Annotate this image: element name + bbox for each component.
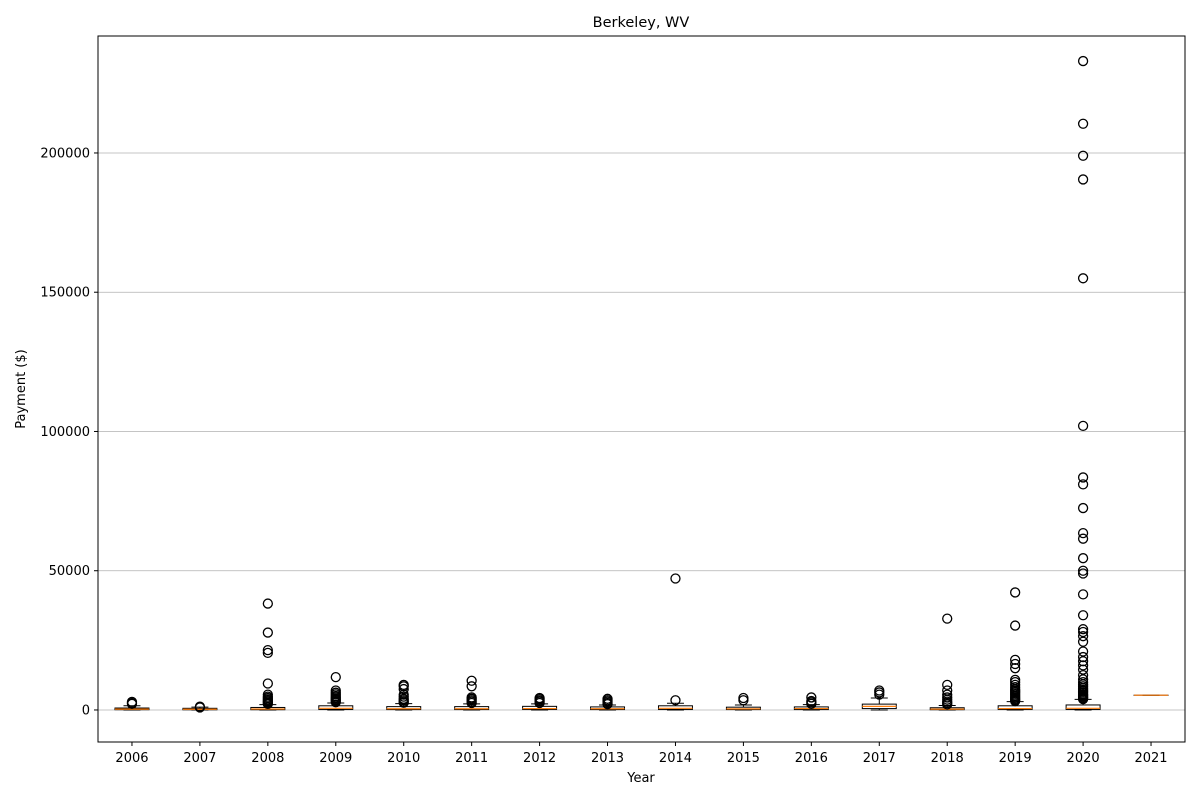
x-tick-label: 2018	[931, 751, 964, 766]
box-group-2008	[251, 599, 285, 710]
x-tick-label: 2006	[115, 751, 148, 766]
x-tick-label: 2012	[523, 751, 556, 766]
x-tick-label: 2021	[1134, 751, 1167, 766]
outlier-point	[943, 614, 952, 623]
outlier-point	[1079, 529, 1088, 538]
box-group-2014	[658, 574, 692, 710]
box-group-2007	[183, 702, 217, 712]
box-group-2010	[387, 680, 421, 710]
outlier-point	[263, 679, 272, 688]
y-tick-label: 100000	[40, 425, 90, 440]
x-tick-label: 2014	[659, 751, 692, 766]
outlier-point	[1079, 611, 1088, 620]
y-tick-label: 0	[82, 703, 90, 718]
box-group-2017	[862, 686, 896, 710]
x-tick-label: 2013	[591, 751, 624, 766]
chart-title: Berkeley, WV	[593, 15, 690, 31]
x-tick-label: 2020	[1067, 751, 1100, 766]
box-group-2012	[523, 693, 557, 709]
outlier-point	[1079, 57, 1088, 66]
outlier-point	[1011, 621, 1020, 630]
outlier-point	[1079, 119, 1088, 128]
y-tick-label: 200000	[40, 146, 90, 161]
outlier-point	[1079, 421, 1088, 430]
box-group-2011	[455, 676, 489, 710]
x-axis-label: Year	[626, 771, 655, 786]
box-group-2016	[794, 693, 828, 710]
x-tick-label: 2007	[183, 751, 216, 766]
outlier-point	[1011, 588, 1020, 597]
outlier-point	[1079, 274, 1088, 283]
box-group-2019	[998, 588, 1032, 710]
y-tick-label: 150000	[40, 286, 90, 301]
box-group-2015	[726, 693, 760, 709]
x-tick-label: 2019	[999, 751, 1032, 766]
outlier-point	[671, 574, 680, 583]
outlier-point	[1079, 473, 1088, 482]
outlier-point	[1079, 504, 1088, 513]
axis-layer: 0 50000 100000 150000 200000 2006 2007 2008 2009…	[40, 146, 1167, 766]
box-group-2020	[1066, 57, 1100, 710]
x-tick-label: 2009	[319, 751, 352, 766]
box-group-2018	[930, 614, 964, 710]
grid-layer	[98, 153, 1185, 710]
outlier-point	[263, 628, 272, 637]
outlier-point	[1079, 590, 1088, 599]
box-group-2006	[115, 697, 149, 710]
box-group-2009	[319, 673, 353, 710]
outlier-point	[263, 599, 272, 608]
outlier-point	[1079, 647, 1088, 656]
outlier-point	[1079, 175, 1088, 184]
x-tick-label: 2016	[795, 751, 828, 766]
outlier-point	[1079, 554, 1088, 563]
x-tick-label: 2010	[387, 751, 420, 766]
outlier-point	[331, 673, 340, 682]
x-tick-label: 2008	[251, 751, 284, 766]
x-tick-label: 2015	[727, 751, 760, 766]
box-layer	[115, 57, 1168, 712]
y-tick-label: 50000	[49, 564, 90, 579]
outlier-point	[943, 680, 952, 689]
x-tick-label: 2011	[455, 751, 488, 766]
x-tick-label: 2017	[863, 751, 896, 766]
plot-frame	[98, 36, 1185, 742]
y-axis-label: Payment ($)	[14, 349, 29, 428]
outlier-point	[467, 676, 476, 685]
box-group-2013	[591, 694, 625, 710]
